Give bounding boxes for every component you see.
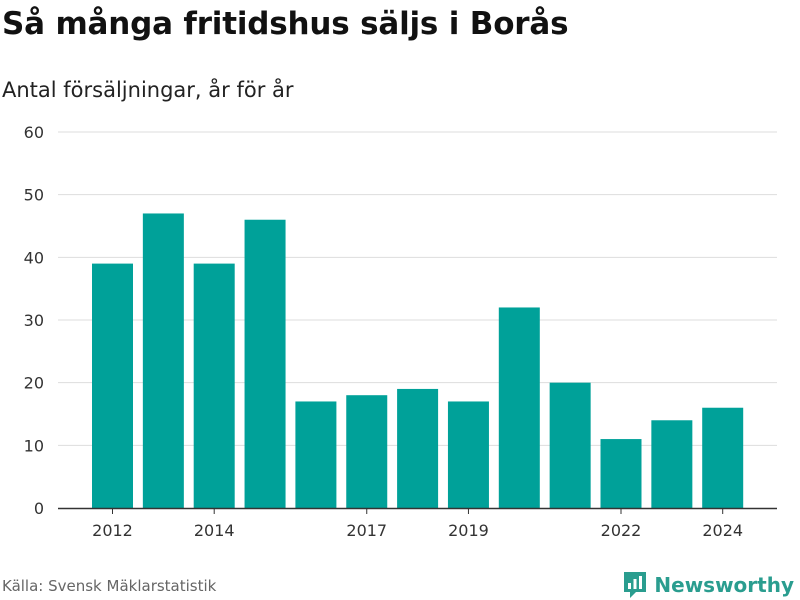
chart-title: Så många fritidshus säljs i Borås xyxy=(2,6,569,42)
bar-2017 xyxy=(346,395,388,508)
brand-name: Newsworthy xyxy=(654,573,794,597)
x-tick-label: 2017 xyxy=(346,521,387,540)
bar-2019 xyxy=(447,401,489,508)
y-tick-label: 40 xyxy=(24,248,44,267)
y-tick-label: 10 xyxy=(24,436,44,455)
bar-2018 xyxy=(397,388,439,508)
x-tick-label: 2019 xyxy=(448,521,489,540)
bar-2020 xyxy=(498,307,540,508)
y-tick-label: 30 xyxy=(24,311,44,330)
bar-2022 xyxy=(600,439,642,508)
chart-subtitle: Antal försäljningar, år för år xyxy=(2,78,294,102)
bar-2021 xyxy=(549,382,591,508)
brand-logo: Newsworthy xyxy=(622,570,794,600)
y-tick-label: 20 xyxy=(24,374,44,393)
y-tick-label: 60 xyxy=(24,123,44,142)
bar-2015 xyxy=(244,219,286,508)
newsworthy-logo-icon xyxy=(624,572,647,598)
bar-2023 xyxy=(651,420,693,508)
x-tick-label: 2024 xyxy=(702,521,743,540)
bar-2024 xyxy=(702,407,744,508)
y-tick-label: 0 xyxy=(34,499,44,518)
source-text: Källa: Svensk Mäklarstatistik xyxy=(2,577,217,595)
y-tick-label: 50 xyxy=(24,186,44,205)
x-tick-label: 2022 xyxy=(601,521,642,540)
bar-2013 xyxy=(142,213,184,508)
x-tick-label: 2012 xyxy=(92,521,133,540)
bar-2016 xyxy=(295,401,337,508)
bar-2014 xyxy=(193,263,235,508)
bar-2012 xyxy=(92,263,133,508)
x-tick-label: 2014 xyxy=(194,521,235,540)
